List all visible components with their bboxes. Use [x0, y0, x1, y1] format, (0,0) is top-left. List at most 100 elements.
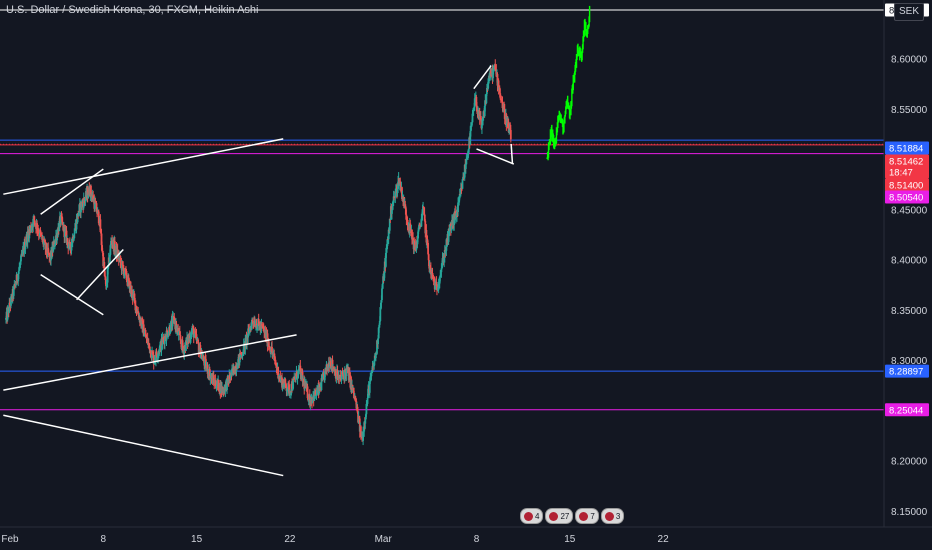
candle-body	[470, 125, 473, 128]
candle-body	[492, 69, 494, 79]
candle-body	[242, 354, 245, 356]
candle-body	[428, 260, 431, 269]
candle-body	[51, 246, 53, 258]
x-tick-label: 15	[564, 534, 576, 545]
candle-body	[54, 239, 57, 245]
event-marker[interactable]: 3	[600, 508, 625, 524]
candle-body	[53, 241, 56, 247]
candle-body	[151, 351, 153, 359]
candle-body	[361, 436, 363, 438]
candle-body	[383, 273, 386, 281]
candle-body	[57, 226, 60, 236]
x-tick-label: 22	[284, 534, 296, 545]
candle-body	[122, 268, 125, 276]
candle-body	[289, 393, 292, 395]
candle-body	[472, 110, 474, 114]
candle-body	[394, 188, 397, 194]
candle-body	[296, 377, 299, 379]
candle-body	[292, 378, 295, 380]
candle-body	[386, 245, 388, 249]
candle-body	[108, 254, 111, 263]
candle-body	[195, 334, 198, 341]
candle-body	[6, 309, 9, 320]
candle-body	[155, 351, 158, 356]
candle-body	[146, 337, 149, 344]
candle-body	[417, 231, 419, 239]
candle-body	[368, 381, 371, 393]
candle-body	[15, 283, 17, 286]
candle-body	[415, 241, 418, 250]
candle-body	[214, 380, 217, 386]
candle-body	[459, 187, 462, 195]
candle-body	[133, 294, 136, 299]
currency-selector-button[interactable]: SEK	[894, 3, 924, 21]
candle-body	[73, 233, 76, 239]
candle-body	[87, 195, 90, 199]
candle-body	[262, 327, 265, 329]
candle-body	[478, 111, 481, 121]
candle-body	[450, 225, 453, 230]
y-tick-label: 8.30000	[891, 356, 928, 367]
x-tick-label: Mar	[375, 534, 393, 545]
candle-body	[247, 328, 250, 338]
event-marker[interactable]: 7	[575, 508, 599, 524]
chart-title: U.S. Dollar / Swedish Krona, 30, FXCM, H…	[6, 4, 259, 16]
candle-body	[42, 242, 45, 245]
candle-body	[73, 228, 76, 234]
event-marker[interactable]: 4	[520, 508, 544, 524]
candle-body	[148, 346, 151, 353]
candle-body	[291, 388, 294, 391]
candle-body	[140, 319, 143, 326]
candle-body	[279, 376, 282, 381]
candle-body	[68, 242, 71, 244]
candle-body	[238, 352, 241, 363]
candle-body	[444, 250, 447, 252]
candle-body	[20, 255, 22, 262]
candle-body	[476, 105, 478, 112]
candle-body	[88, 187, 91, 195]
candle-body	[78, 204, 81, 213]
event-marker[interactable]: 27	[545, 508, 574, 524]
candle-body	[467, 151, 469, 158]
candle-body	[217, 379, 220, 391]
candle-body	[70, 243, 73, 251]
candle-body	[357, 417, 360, 423]
candle-body	[107, 265, 110, 270]
price-level-tag-label: 8.51400	[889, 181, 923, 192]
candle-body	[72, 238, 75, 241]
candle-body	[228, 374, 231, 383]
candle-body	[61, 216, 63, 222]
candle-body	[45, 243, 48, 253]
candle-body	[86, 189, 89, 199]
candle-body	[501, 100, 503, 102]
candle-body	[457, 202, 460, 204]
candle-body	[179, 335, 182, 341]
candle-body	[411, 229, 413, 240]
candle-body	[147, 342, 150, 344]
candle-body	[209, 375, 212, 380]
y-tick-label: 8.40000	[891, 256, 928, 267]
candle-body	[148, 343, 151, 347]
candle-body	[414, 249, 417, 251]
candle-body	[507, 121, 510, 133]
candle-body	[241, 355, 244, 357]
candle-body	[18, 265, 21, 267]
candle-body	[137, 311, 140, 315]
price-level-tag	[885, 403, 929, 417]
trend-line	[3, 138, 284, 195]
candle-body	[168, 326, 171, 333]
candle-body	[158, 345, 161, 353]
candle-body	[354, 396, 357, 401]
candle-body	[384, 252, 387, 267]
candle-body	[81, 202, 84, 204]
candle-body	[509, 130, 512, 140]
candle-body	[230, 372, 232, 380]
candle-body	[326, 366, 329, 370]
x-tick-label: 8	[101, 534, 107, 545]
candle-body	[151, 351, 154, 355]
candle-body	[329, 361, 332, 367]
candle-body	[503, 105, 506, 110]
candle-body	[471, 122, 473, 126]
